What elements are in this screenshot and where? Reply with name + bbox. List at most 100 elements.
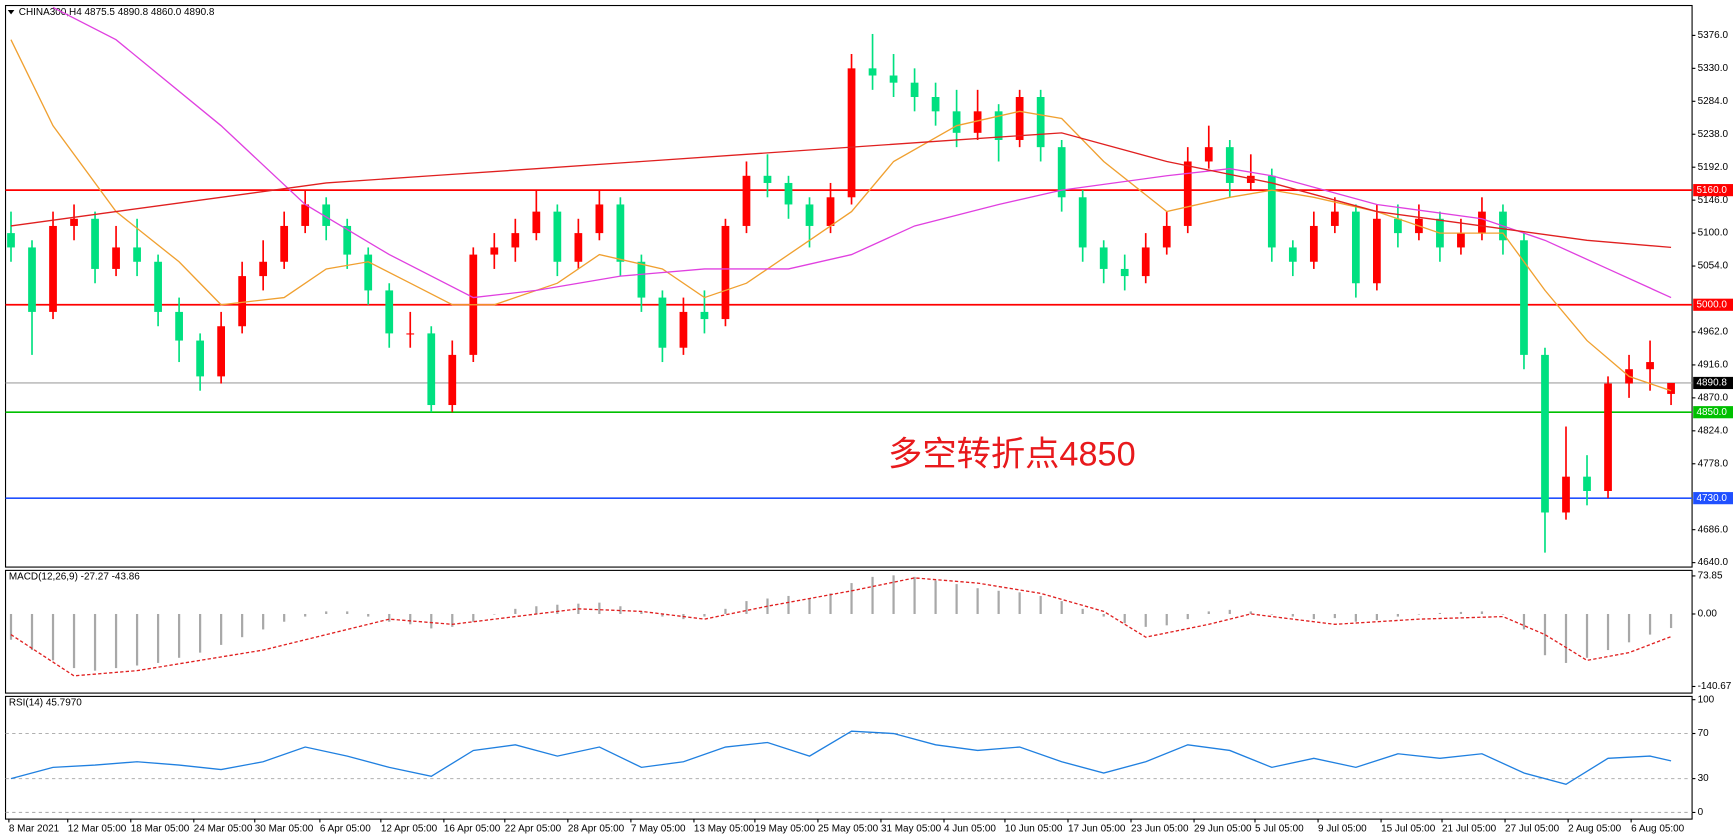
candle-body bbox=[595, 204, 604, 234]
x-tick-label: 9 Jul 05:00 bbox=[1318, 824, 1367, 835]
indicator-line bbox=[52, 6, 1672, 299]
candle-body bbox=[1141, 247, 1150, 277]
candle-body bbox=[700, 311, 709, 320]
candle-body bbox=[973, 111, 982, 133]
x-tick-label: 8 Mar 2021 bbox=[9, 824, 60, 835]
x-tick-label: 16 Apr 05:00 bbox=[444, 824, 501, 835]
y-tick-label: 0 bbox=[1698, 807, 1704, 818]
candle-body bbox=[616, 204, 625, 262]
candle-body bbox=[511, 233, 520, 248]
candle-body bbox=[1330, 211, 1339, 226]
candle-body bbox=[868, 68, 877, 76]
panel-frame bbox=[4, 569, 1693, 694]
level-label-box bbox=[1693, 376, 1733, 390]
candle-body bbox=[1541, 354, 1549, 513]
y-tick-label: 5054.0 bbox=[1698, 261, 1729, 272]
candle-body bbox=[259, 261, 268, 277]
x-tick-label: 12 Mar 05:00 bbox=[68, 824, 127, 835]
histogram-bar bbox=[1564, 613, 1568, 663]
histogram-bar bbox=[892, 575, 895, 614]
histogram-bar bbox=[199, 613, 202, 653]
histogram-bar bbox=[661, 613, 664, 617]
candle-body bbox=[994, 111, 1003, 140]
level-label: 4730.0 bbox=[1697, 493, 1728, 504]
histogram-bar bbox=[1333, 613, 1336, 619]
panel-title: MACD(12,26,9) -27.27 -43.86 bbox=[9, 572, 140, 583]
histogram-bar bbox=[514, 608, 517, 614]
candle-body bbox=[1646, 362, 1654, 370]
panel-title: RSI(14) 45.7970 bbox=[9, 698, 82, 709]
candle-body bbox=[1183, 161, 1192, 226]
candle-body bbox=[1520, 240, 1528, 355]
histogram-bar bbox=[640, 611, 643, 614]
y-tick-label: 4640.0 bbox=[1698, 557, 1729, 568]
candle-body bbox=[1246, 175, 1255, 183]
histogram-bar bbox=[1417, 613, 1421, 615]
histogram-bar bbox=[1459, 611, 1463, 614]
panel-frame bbox=[4, 4, 1693, 568]
x-tick-label: 24 Mar 05:00 bbox=[194, 824, 253, 835]
candle-body bbox=[7, 233, 15, 248]
candle-body bbox=[1057, 147, 1066, 198]
candle-body bbox=[574, 233, 583, 262]
histogram-bar bbox=[409, 613, 412, 625]
x-tick-label: 6 Apr 05:00 bbox=[320, 824, 371, 835]
y-tick-label: 73.85 bbox=[1698, 571, 1723, 582]
candle-body bbox=[1015, 97, 1024, 140]
candle-body bbox=[364, 254, 373, 291]
candle-body bbox=[847, 68, 856, 198]
histogram-bar bbox=[1039, 595, 1042, 614]
histogram-bar bbox=[93, 613, 97, 671]
histogram-bar bbox=[1144, 613, 1147, 627]
candle-body bbox=[763, 175, 772, 183]
indicator-line bbox=[10, 132, 1672, 249]
histogram-bar bbox=[1060, 601, 1063, 614]
candle-body bbox=[784, 182, 793, 205]
histogram-bar bbox=[1291, 613, 1294, 617]
y-tick-label: 5238.0 bbox=[1698, 129, 1729, 140]
x-tick-label: 17 Jun 05:00 bbox=[1068, 824, 1126, 835]
x-tick-label: 21 Jul 05:00 bbox=[1442, 824, 1497, 835]
candle-body bbox=[805, 204, 814, 226]
candle-body bbox=[1225, 147, 1234, 183]
y-tick-label: -140.67 bbox=[1698, 681, 1732, 692]
histogram-bar bbox=[388, 613, 391, 622]
candle-body bbox=[217, 326, 225, 377]
candle-body bbox=[637, 261, 646, 298]
x-tick-label: 27 Jul 05:00 bbox=[1505, 824, 1560, 835]
candle-body bbox=[70, 218, 78, 226]
x-tick-label: 29 Jun 05:00 bbox=[1194, 824, 1252, 835]
candle-body bbox=[1267, 175, 1276, 248]
candle-body bbox=[490, 247, 499, 255]
histogram-bar bbox=[1186, 613, 1189, 620]
histogram-bar bbox=[724, 608, 727, 614]
candle-body bbox=[952, 111, 961, 133]
histogram-bar bbox=[808, 598, 811, 614]
x-tick-label: 31 May 05:00 bbox=[881, 824, 942, 835]
histogram-bar bbox=[220, 613, 223, 645]
candle-body bbox=[448, 354, 457, 406]
histogram-bar bbox=[72, 613, 76, 669]
histogram-bar bbox=[177, 613, 181, 658]
candle-body bbox=[1120, 268, 1129, 277]
candle-body bbox=[1204, 147, 1213, 162]
histogram-bar bbox=[829, 593, 832, 614]
histogram-bar bbox=[871, 576, 874, 614]
panel-title: CHINA300,H4 4875.5 4890.8 4860.0 4890.8 bbox=[19, 7, 215, 18]
candle-body bbox=[112, 247, 120, 269]
y-tick-label: 4916.0 bbox=[1698, 360, 1729, 371]
annotation: 多空转折点4850 bbox=[888, 436, 1136, 474]
histogram-bar bbox=[1543, 613, 1547, 656]
candle-body bbox=[175, 311, 183, 341]
histogram-bar bbox=[1480, 611, 1484, 614]
histogram-bar bbox=[1627, 613, 1631, 643]
histogram-bar bbox=[1018, 592, 1021, 614]
y-tick-label: 5100.0 bbox=[1698, 228, 1729, 239]
histogram-bar bbox=[430, 613, 433, 629]
x-tick-label: 15 Jul 05:00 bbox=[1381, 824, 1436, 835]
histogram-bar bbox=[1669, 613, 1673, 629]
menu-arrow[interactable] bbox=[7, 9, 15, 15]
histogram-bar bbox=[619, 606, 622, 614]
histogram-bar bbox=[913, 576, 916, 614]
candle-body bbox=[532, 211, 541, 234]
